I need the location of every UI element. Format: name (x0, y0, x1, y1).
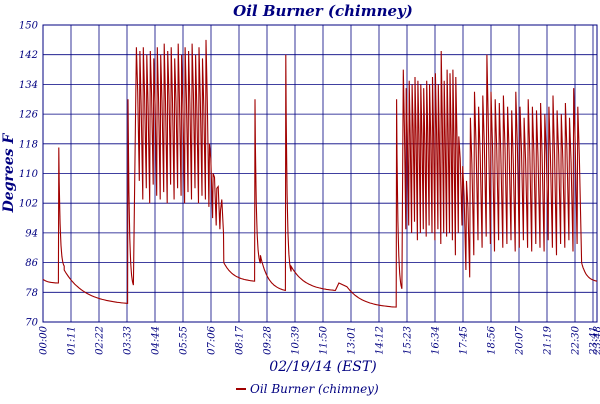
x-tick-label: 10:39 (291, 325, 302, 354)
x-tick-label: 05:55 (179, 326, 190, 355)
x-tick-label: 21:19 (543, 325, 554, 355)
y-axis-label: Degrees F (1, 133, 17, 214)
y-tick-label: 142 (19, 50, 38, 61)
y-tick-label: 78 (25, 288, 38, 299)
y-tick-label: 70 (25, 318, 38, 329)
y-tick-label: 102 (19, 199, 38, 210)
y-axis-ticks: 70 78 86 94 102 110 118 126 134 142 150 (19, 21, 39, 329)
x-axis-label: 02/19/14 (EST) (269, 359, 376, 375)
y-tick-label: 150 (19, 21, 39, 32)
legend: Oil Burner (chimney) (236, 382, 379, 396)
x-tick-label: 18:56 (487, 325, 498, 354)
x-tick-label: 04:44 (151, 326, 162, 355)
y-tick-label: 134 (19, 80, 38, 91)
y-tick-label: 94 (25, 228, 38, 239)
x-tick-label: 09:28 (263, 326, 274, 355)
x-tick-label: 03:33 (123, 326, 134, 355)
y-tick-label: 126 (19, 110, 39, 121)
legend-label: Oil Burner (chimney) (250, 382, 379, 396)
x-tick-label: 14:12 (375, 326, 386, 355)
x-tick-label: 13:01 (347, 326, 358, 355)
x-tick-label: 01:11 (67, 326, 78, 355)
x-tick-label: 00:00 (39, 325, 50, 354)
x-tick-label: 23:48 (593, 326, 600, 356)
y-tick-label: 118 (19, 139, 38, 150)
x-tick-label: 07:06 (207, 325, 218, 354)
chart-title: Oil Burner (chimney) (233, 2, 413, 20)
y-tick-label: 110 (19, 169, 39, 180)
x-tick-label: 11:50 (319, 325, 330, 354)
y-tick-label: 86 (25, 258, 38, 269)
x-tick-label: 02:22 (95, 326, 106, 355)
x-tick-label: 08:17 (235, 325, 246, 354)
x-tick-label: 16:34 (431, 326, 442, 355)
x-tick-label: 22:30 (571, 325, 582, 355)
x-tick-label: 20:07 (515, 325, 526, 355)
x-tick-label: 17:45 (459, 326, 470, 355)
x-axis-ticks: 00:00 01:11 02:22 03:33 04:44 05:55 07:06 08:17… (39, 325, 600, 355)
x-tick-label: 15:23 (403, 326, 414, 355)
